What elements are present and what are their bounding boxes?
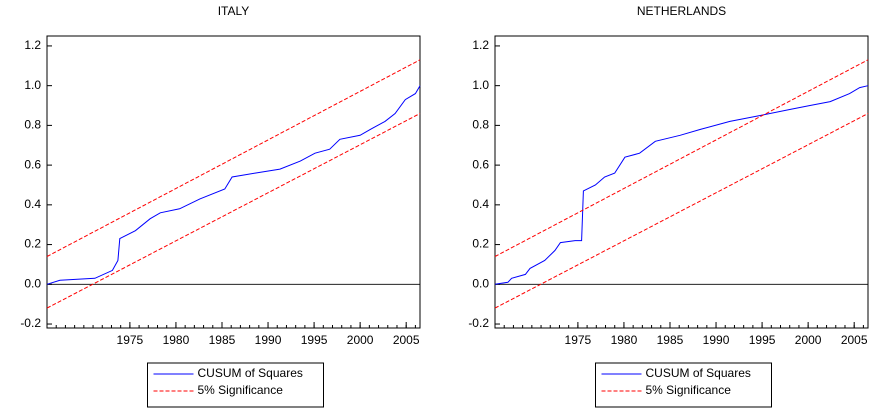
x-tick-label: 1975 — [565, 333, 592, 347]
y-tick-label: 1.2 — [472, 38, 489, 52]
x-tick-label: 1985 — [209, 333, 236, 347]
significance-line — [46, 59, 421, 257]
x-tick-label: 1990 — [703, 333, 730, 347]
y-tick-label: 0.4 — [24, 197, 41, 211]
plot-frame — [46, 35, 421, 329]
x-tick-label: 1995 — [301, 333, 328, 347]
plot-frame — [494, 35, 869, 329]
x-tick-label: 2000 — [347, 333, 374, 347]
x-tick-label: 1980 — [163, 333, 190, 347]
significance-line — [494, 113, 869, 309]
y-tick-label: 0.0 — [24, 276, 41, 290]
x-tick-label: 2000 — [795, 333, 822, 347]
cusum-line — [494, 85, 869, 285]
y-tick-label: 1.0 — [472, 78, 489, 92]
cusum-line — [46, 85, 421, 285]
y-tick-label: 0.2 — [24, 237, 41, 251]
y-tick-label: 0.8 — [24, 118, 41, 132]
x-tick-label: 1985 — [657, 333, 684, 347]
significance-line — [494, 59, 869, 257]
chart-title: ITALY — [218, 4, 250, 18]
x-tick-label: 2005 — [841, 333, 868, 347]
legend-box — [147, 362, 324, 408]
legend-label: 5% Significance — [646, 383, 732, 397]
y-tick-label: 0.6 — [24, 157, 41, 171]
legend-box — [595, 362, 772, 408]
x-tick-label: 1975 — [117, 333, 144, 347]
x-tick-label: 1990 — [255, 333, 282, 347]
y-tick-label: 0.0 — [472, 276, 489, 290]
y-tick-label: -0.2 — [20, 316, 41, 330]
legend-label: 5% Significance — [198, 383, 284, 397]
y-tick-label: 0.8 — [472, 118, 489, 132]
x-tick-label: 1995 — [749, 333, 776, 347]
legend-label: CUSUM of Squares — [646, 366, 751, 380]
y-tick-label: -0.2 — [468, 316, 489, 330]
y-tick-label: 1.2 — [24, 38, 41, 52]
significance-line — [46, 113, 421, 309]
y-tick-label: 0.2 — [472, 237, 489, 251]
chart-title: NETHERLANDS — [637, 4, 726, 18]
x-tick-label: 2005 — [393, 333, 420, 347]
legend-label: CUSUM of Squares — [198, 366, 303, 380]
y-tick-label: 1.0 — [24, 78, 41, 92]
x-tick-label: 1980 — [611, 333, 638, 347]
y-tick-label: 0.6 — [472, 157, 489, 171]
y-tick-label: 0.4 — [472, 197, 489, 211]
